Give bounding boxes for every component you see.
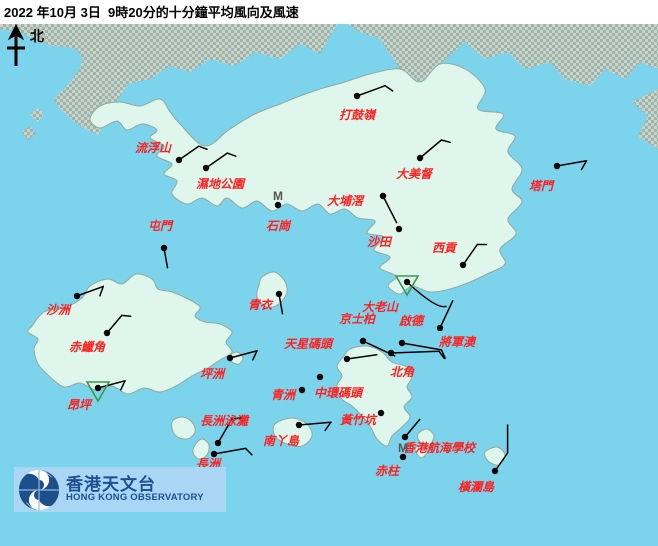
svg-text:M: M <box>398 441 408 455</box>
svg-text:啟德: 啟德 <box>399 314 426 328</box>
svg-text:將軍澳: 將軍澳 <box>438 335 477 349</box>
svg-text:中環碼頭: 中環碼頭 <box>314 386 365 400</box>
svg-text:坪洲: 坪洲 <box>200 367 226 381</box>
svg-text:香港航海學校: 香港航海學校 <box>403 441 477 455</box>
svg-text:南丫島: 南丫島 <box>263 434 300 448</box>
svg-text:京士柏: 京士柏 <box>339 312 377 326</box>
svg-text:黃竹坑: 黃竹坑 <box>339 413 378 427</box>
svg-text:昂坪: 昂坪 <box>67 398 93 412</box>
svg-text:橫瀾島: 橫瀾島 <box>458 480 495 494</box>
svg-text:青衣: 青衣 <box>248 298 274 312</box>
svg-text:M: M <box>273 189 283 203</box>
svg-text:赤柱: 赤柱 <box>375 464 401 478</box>
svg-text:流浮山: 流浮山 <box>135 141 172 155</box>
svg-text:塔門: 塔門 <box>529 179 555 193</box>
svg-text:沙洲: 沙洲 <box>46 303 72 317</box>
svg-text:打鼓嶺: 打鼓嶺 <box>339 108 377 122</box>
svg-text:大埔滘: 大埔滘 <box>327 194 365 208</box>
svg-text:濕地公園: 濕地公園 <box>196 177 246 191</box>
svg-text:赤鱲角: 赤鱲角 <box>69 340 106 354</box>
svg-text:北: 北 <box>30 28 44 44</box>
svg-text:長洲泳灘: 長洲泳灘 <box>200 414 250 428</box>
svg-text:西貢: 西貢 <box>432 241 458 255</box>
svg-text:大美督: 大美督 <box>396 167 434 181</box>
svg-text:屯門: 屯門 <box>148 219 174 233</box>
svg-text:青洲: 青洲 <box>271 388 297 402</box>
svg-text:沙田: 沙田 <box>367 235 393 249</box>
svg-text:天星碼頭: 天星碼頭 <box>284 337 335 351</box>
svg-text:北角: 北角 <box>390 365 415 379</box>
svg-text:石崗: 石崗 <box>266 219 292 233</box>
